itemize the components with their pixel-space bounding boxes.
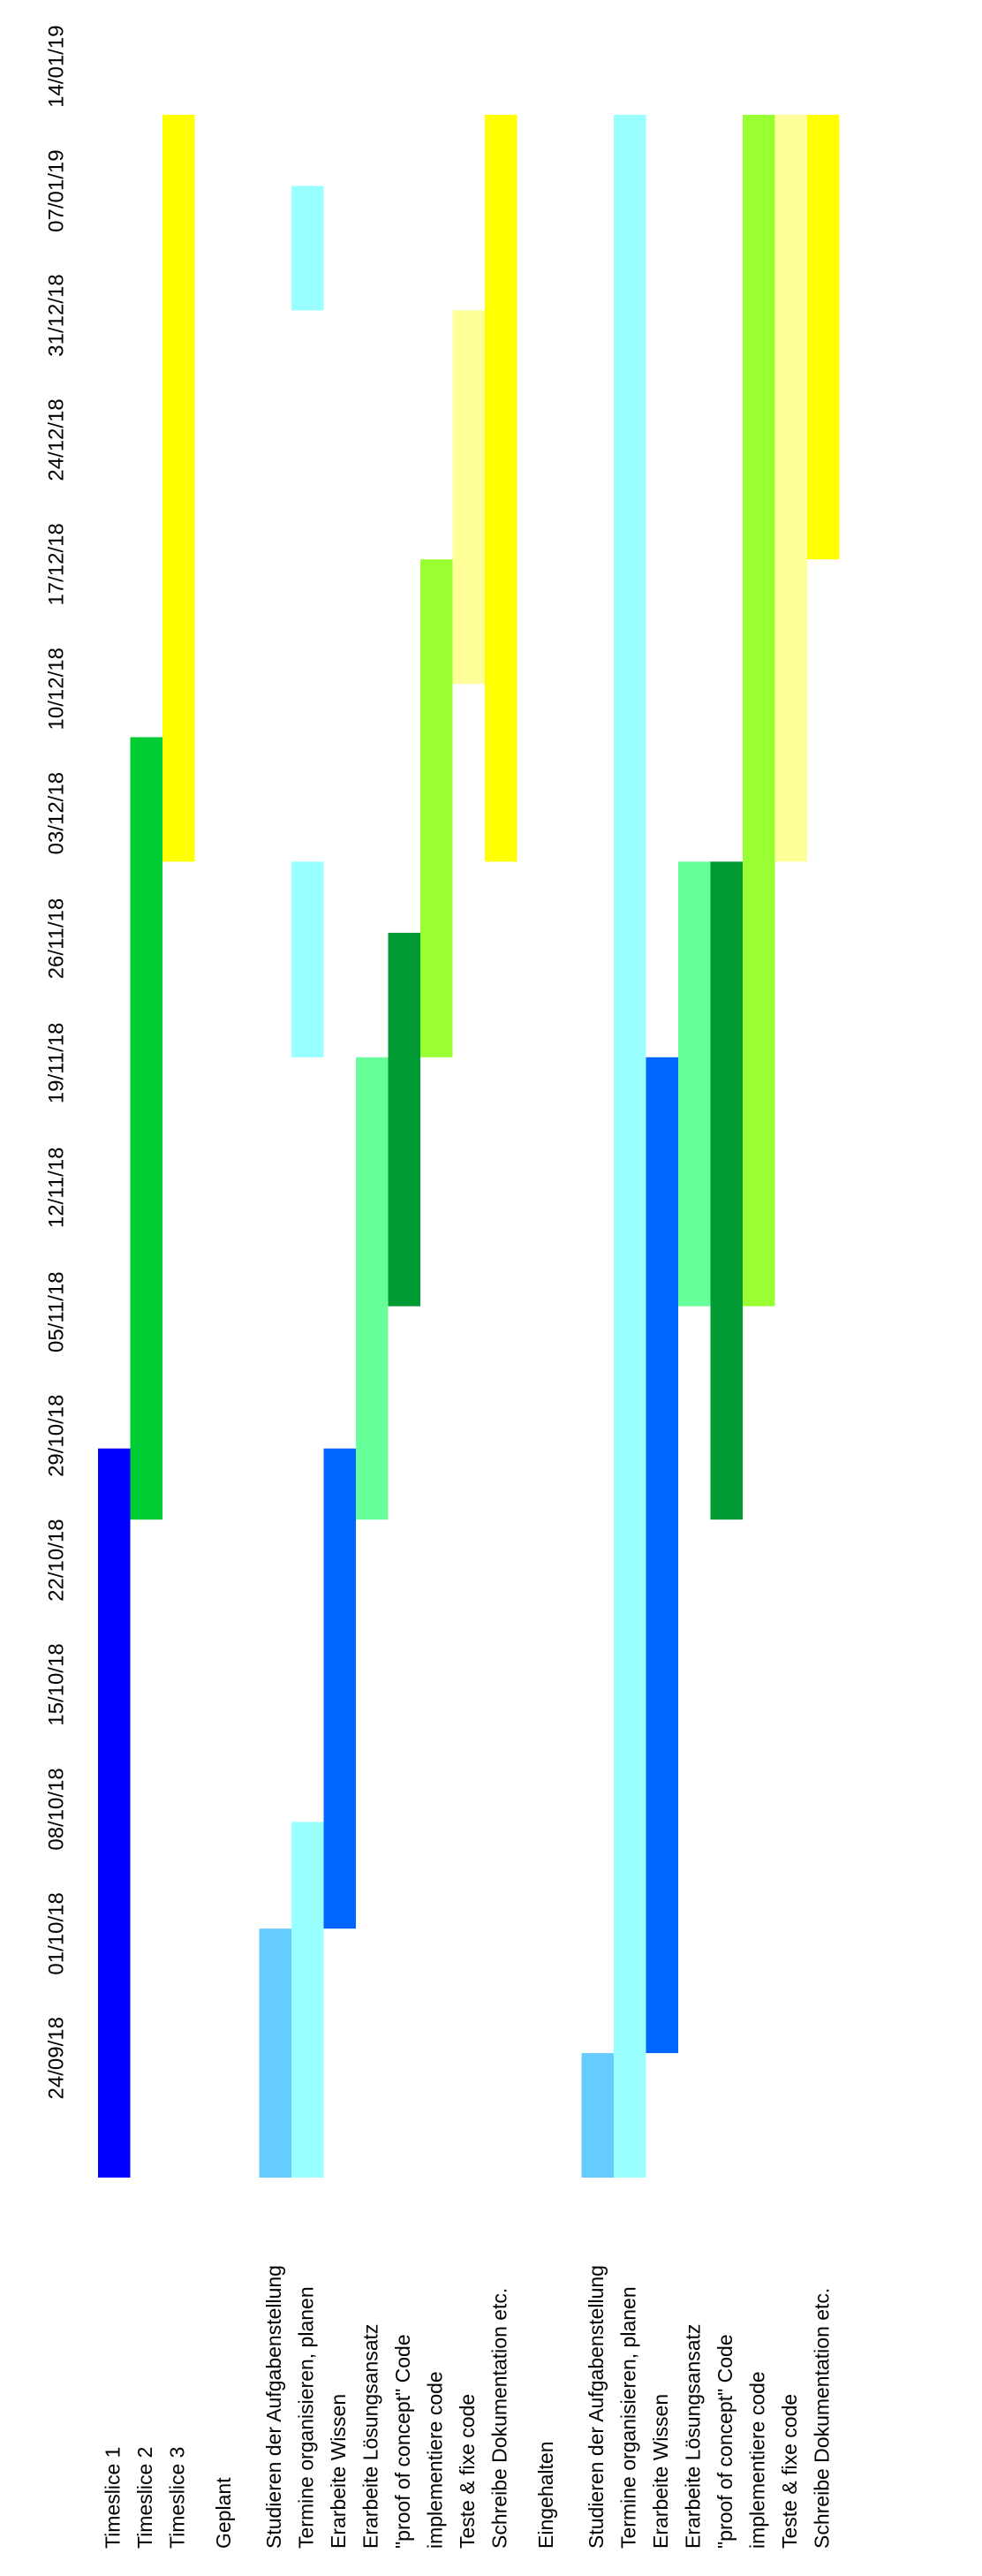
date-tick-label: 24/12/18: [44, 398, 68, 481]
date-tick-label: 22/10/18: [44, 1519, 68, 1601]
row-label: Teste & fixe code: [456, 2394, 479, 2549]
date-tick-label: 17/12/18: [44, 523, 68, 605]
gantt-bar: [646, 1057, 678, 2054]
gantt-bar: [581, 2053, 614, 2178]
row-label: Termine organisieren, planen: [294, 2286, 317, 2549]
gantt-bar: [323, 1448, 356, 1929]
date-tick-label: 24/09/18: [44, 2017, 68, 2099]
gantt-bar: [291, 186, 324, 311]
gantt-bar: [291, 861, 324, 1057]
gantt-bar: [388, 932, 420, 1307]
gantt-bar: [743, 114, 775, 1307]
row-label: Erarbeite Wissen: [327, 2394, 350, 2549]
gantt-bar: [356, 1057, 389, 1520]
gantt-bar: [98, 1448, 131, 2178]
date-tick-label: 03/12/18: [44, 772, 68, 854]
group-label: Eingehalten: [534, 2442, 557, 2549]
gantt-bar: [614, 114, 646, 2178]
gantt-bar: [678, 861, 711, 1307]
gantt-bar: [130, 737, 162, 1520]
row-label: Timeslice 2: [133, 2447, 156, 2549]
row-label: Schreibe Dokumentation etc.: [487, 2288, 510, 2549]
date-tick-label: 19/11/18: [44, 1023, 68, 1104]
row-label: implementiere code: [745, 2371, 768, 2549]
row-label: "proof of concept" Code: [714, 2334, 736, 2549]
date-tick-label: 08/10/18: [44, 1768, 68, 1850]
gantt-bar: [774, 114, 807, 862]
row-label: Schreibe Dokumentation etc.: [810, 2288, 833, 2549]
row-label: implementiere code: [423, 2371, 446, 2549]
plot-area: 24/09/18 01/10/18 08/10/18 15/10/18 22/10/18…: [44, 25, 840, 2549]
date-tick-label: 01/10/18: [44, 1892, 68, 1974]
row-label: Erarbeite Lösungsansatz: [681, 2324, 704, 2549]
date-tick-label: 14/01/19: [44, 25, 68, 107]
row-label: Studieren der Aufgabenstellung: [585, 2265, 608, 2549]
date-tick-label: 15/10/18: [44, 1643, 68, 1725]
gantt-bar: [485, 114, 517, 862]
gantt-bar: [291, 1822, 324, 2178]
date-tick-label: 10/12/18: [44, 648, 68, 730]
gantt-bar: [259, 1928, 291, 2178]
row-label: Studieren der Aufgabenstellung: [262, 2265, 285, 2549]
date-tick-label: 29/10/18: [44, 1395, 68, 1477]
gantt-bar: [162, 114, 195, 862]
date-tick-label: 31/12/18: [44, 274, 68, 356]
date-tick-label: 26/11/18: [44, 898, 68, 980]
date-tick-label: 07/01/19: [44, 149, 68, 231]
row-label: Timeslice 3: [165, 2447, 188, 2549]
row-label: Termine organisieren, planen: [616, 2286, 639, 2549]
row-label: Teste & fixe code: [778, 2394, 801, 2549]
gantt-bar: [420, 559, 453, 1057]
date-tick-label: 05/11/18: [44, 1271, 68, 1352]
gantt-bar: [452, 310, 485, 685]
gantt-bar: [807, 114, 840, 560]
row-label: Erarbeite Wissen: [649, 2394, 672, 2549]
row-label: Timeslice 1: [101, 2447, 124, 2549]
group-label: Geplant: [212, 2477, 235, 2549]
gantt-bar: [710, 861, 743, 1520]
row-label: Erarbeite Lösungsansatz: [359, 2324, 381, 2549]
date-tick-label: 12/11/18: [44, 1147, 68, 1228]
row-label: "proof of concept" Code: [391, 2334, 414, 2549]
